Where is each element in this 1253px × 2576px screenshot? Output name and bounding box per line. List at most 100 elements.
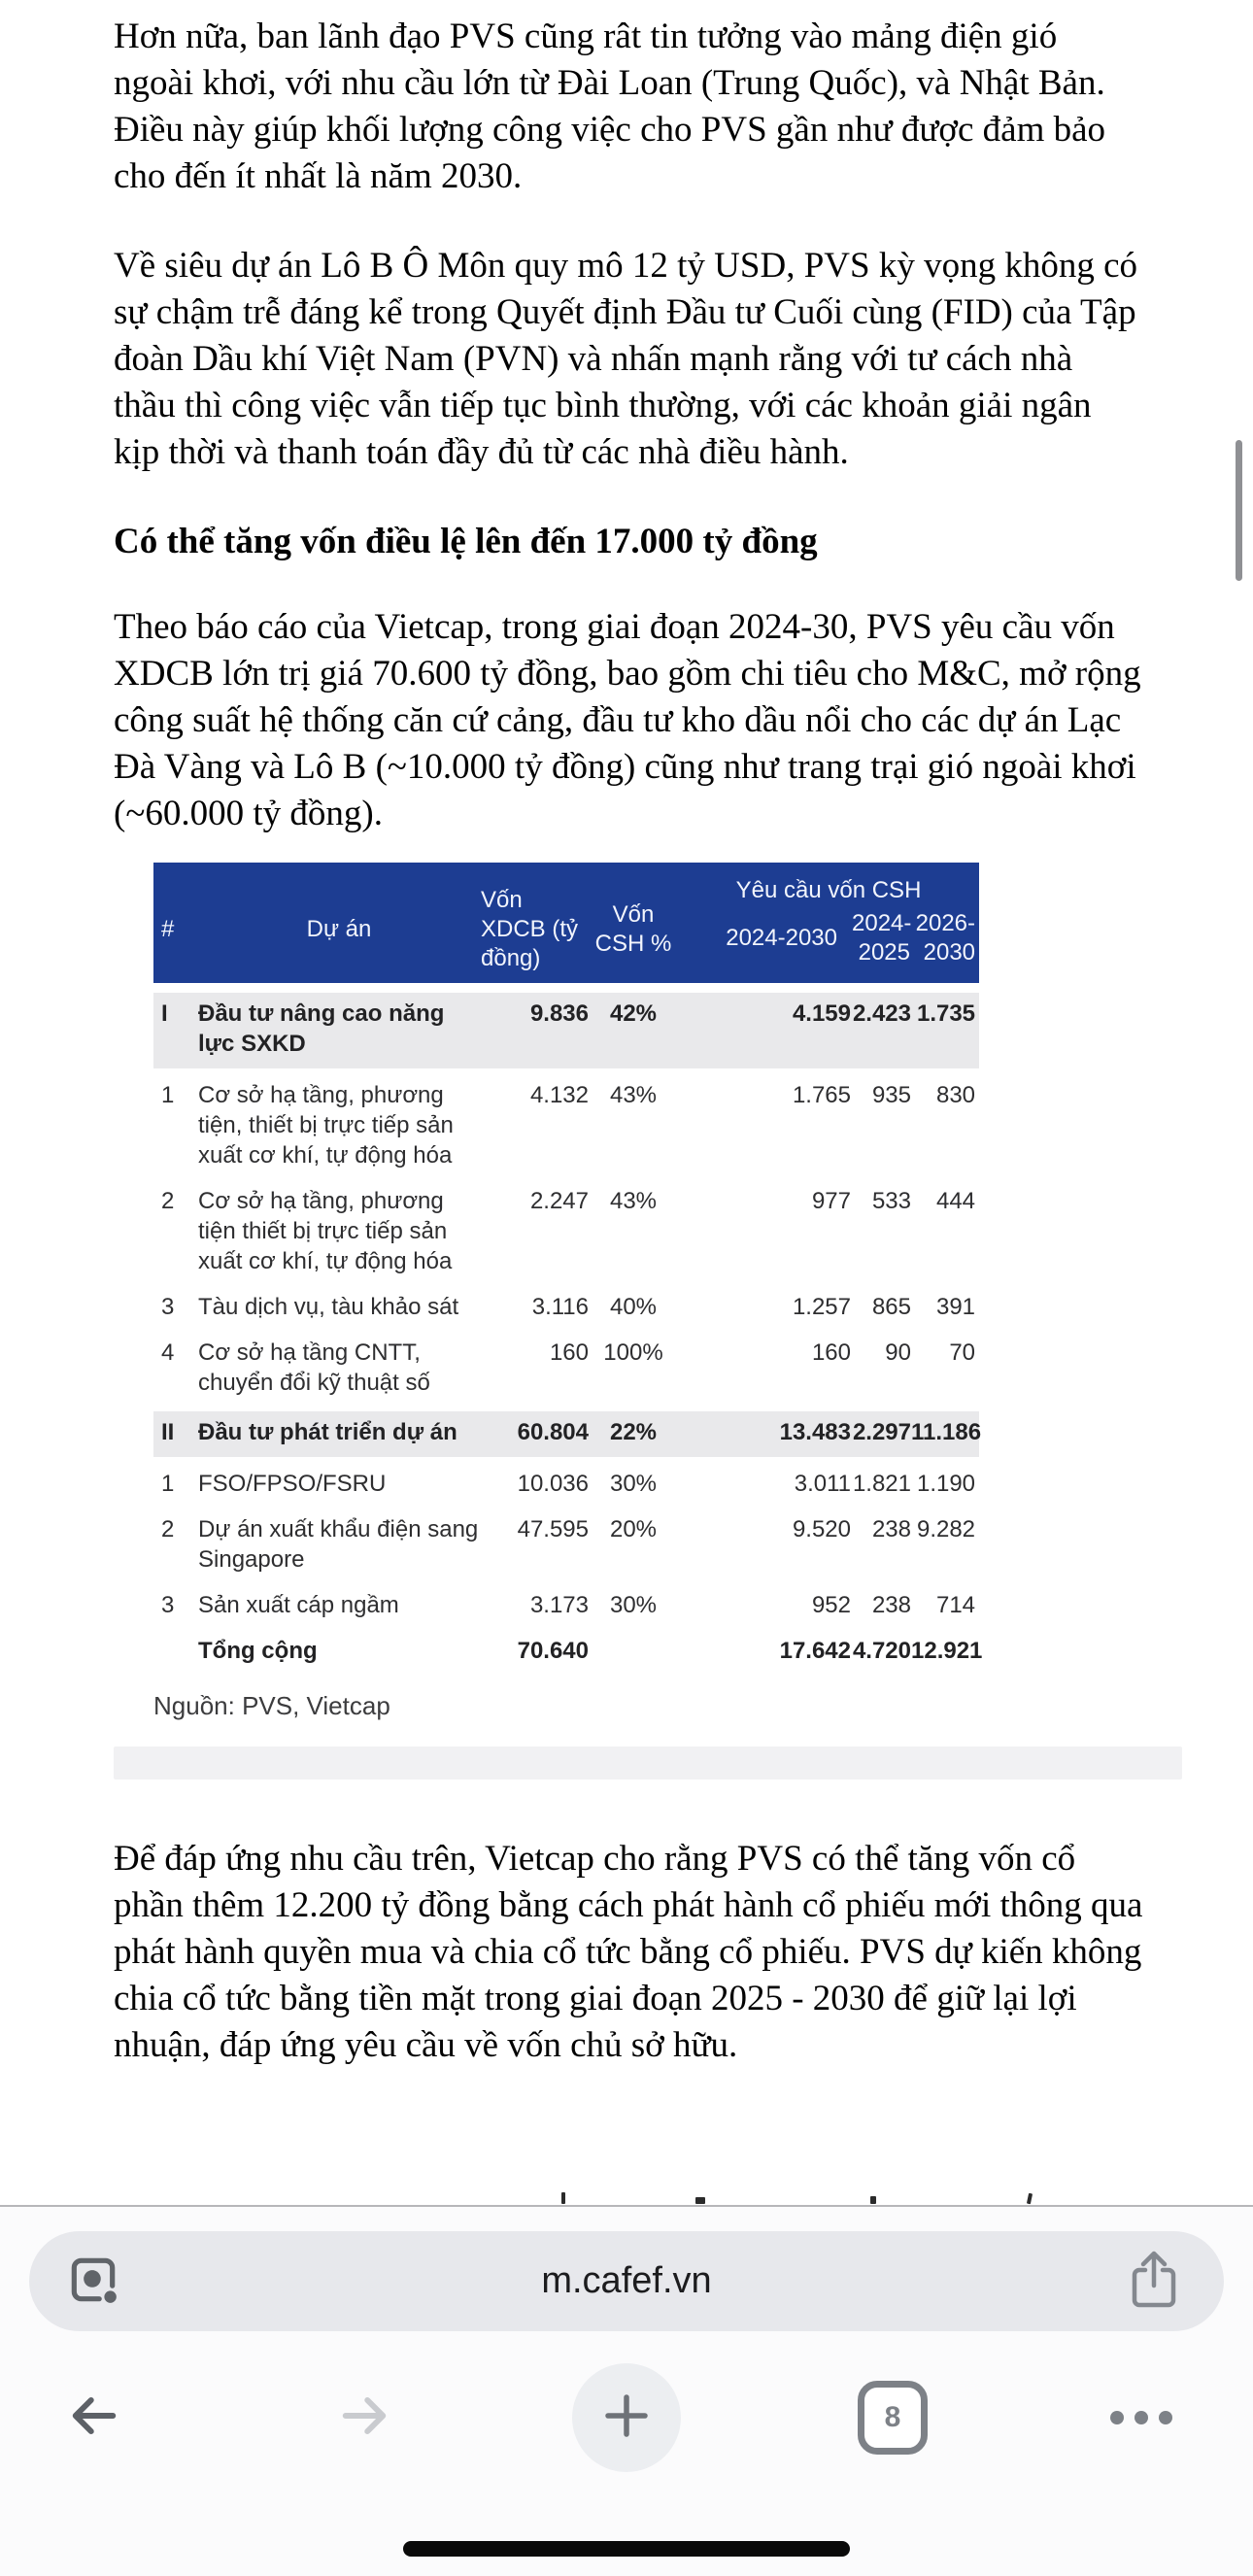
row-req-2024-2025: 238: [851, 1503, 911, 1584]
row-capex-value: 160: [480, 1326, 589, 1407]
row-req-2026-2030: 1.735: [911, 983, 980, 1074]
row-index: 1: [153, 1457, 198, 1508]
clipped-text-mark: [870, 2196, 876, 2204]
new-tab-button[interactable]: [566, 2357, 687, 2478]
table-row: Tổng cộng 70.640 17.642 4.720 12.921: [153, 1624, 982, 1670]
article-content: Hơn nữa, ban lãnh đạo PVS cũng rât tin t…: [114, 17, 1182, 2065]
share-button[interactable]: [1126, 2249, 1182, 2315]
col-header-project: Dự án: [198, 863, 480, 988]
row-project-name: FSO/FPSO/FSRU: [198, 1457, 480, 1508]
row-req-2024-2030: 4.159: [678, 983, 851, 1074]
col-header-equity-pct: Vốn CSH %: [589, 863, 678, 988]
row-index: 1: [153, 1068, 198, 1180]
col-header-2024-2025: 2024-2025: [851, 906, 911, 988]
row-req-2024-2025: 865: [851, 1280, 911, 1332]
table-row: II Đầu tư phát triển dự án 60.804 22% 13…: [153, 1402, 981, 1463]
row-req-2024-2025: 533: [851, 1174, 911, 1286]
row-index: 3: [153, 1578, 198, 1630]
row-project-name: Cơ sở hạ tầng, phương tiện thiết bị trực…: [198, 1174, 480, 1286]
row-index: II: [153, 1402, 198, 1463]
plus-circle: [572, 2363, 681, 2472]
row-req-2026-2030: 12.921: [911, 1624, 982, 1670]
row-req-2024-2030: 952: [678, 1578, 851, 1630]
share-icon: [1128, 2249, 1180, 2316]
col-header-equity-requirement: Yêu cầu vốn CSH: [678, 863, 980, 906]
row-req-2024-2030: 160: [678, 1326, 851, 1407]
row-equity-pct: 40%: [589, 1280, 678, 1332]
col-header-index: #: [153, 863, 198, 988]
col-header-2024-2030: 2024-2030: [678, 906, 851, 988]
row-req-2024-2030: 1.765: [678, 1068, 851, 1180]
row-project-name: Đầu tư phát triển dự án: [198, 1402, 480, 1463]
home-indicator[interactable]: [403, 2541, 850, 2557]
row-req-2024-2025: 2.423: [851, 983, 911, 1074]
capex-table: # Dự án Vốn XDCB (tỷ đồng) Vốn CSH % Yêu…: [153, 863, 982, 1670]
row-equity-pct: 43%: [589, 1068, 678, 1180]
row-capex-value: 3.116: [480, 1280, 589, 1332]
tabs-button[interactable]: 8: [832, 2357, 953, 2478]
back-arrow-icon: [65, 2387, 123, 2450]
row-req-2024-2025: 935: [851, 1068, 911, 1180]
more-menu-button[interactable]: [1081, 2357, 1202, 2478]
forward-button[interactable]: [304, 2357, 424, 2478]
row-capex-value: 2.247: [480, 1174, 589, 1286]
capex-table-header: # Dự án Vốn XDCB (tỷ đồng) Vốn CSH % Yêu…: [153, 863, 980, 988]
row-index: 3: [153, 1280, 198, 1332]
row-req-2026-2030: 9.282: [911, 1503, 980, 1584]
row-equity-pct: 20%: [589, 1503, 678, 1584]
row-req-2026-2030: 444: [911, 1174, 980, 1286]
lens-button[interactable]: [65, 2254, 121, 2310]
clipped-text-mark: [695, 2197, 705, 2204]
back-button[interactable]: [34, 2357, 154, 2478]
table-source-note: Nguồn: PVS, Vietcap: [153, 1691, 390, 1720]
lens-icon: [65, 2252, 121, 2313]
row-index: I: [153, 983, 198, 1074]
table-row: 4 Cơ sở hạ tầng CNTT, chuyển đổi kỹ thuậ…: [153, 1326, 980, 1407]
row-req-2026-2030: 714: [911, 1578, 980, 1630]
table-row: 1 FSO/FPSO/FSRU 10.036 30% 3.011 1.821 1…: [153, 1457, 980, 1508]
row-capex-value: 3.173: [480, 1578, 589, 1630]
row-project-name: Cơ sở hạ tầng CNTT, chuyển đổi kỹ thuật …: [198, 1326, 480, 1407]
separator-bar: [114, 1746, 1182, 1779]
row-req-2024-2025: 90: [851, 1326, 911, 1407]
row-capex-value: 10.036: [480, 1457, 589, 1508]
row-req-2026-2030: 11.186: [911, 1402, 981, 1463]
row-req-2024-2030: 17.642: [678, 1624, 851, 1670]
row-req-2026-2030: 391: [911, 1280, 980, 1332]
row-equity-pct: 22%: [589, 1402, 678, 1463]
row-req-2026-2030: 1.190: [911, 1457, 980, 1508]
paragraph-3: Theo báo cáo của Vietcap, trong giai đoạ…: [114, 607, 1141, 833]
row-project-name: Tổng cộng: [198, 1624, 480, 1670]
forward-arrow-icon: [335, 2387, 393, 2450]
table-row: 3 Sản xuất cáp ngầm 3.173 30% 952 238 71…: [153, 1578, 980, 1630]
table-row: 1 Cơ sở hạ tầng, phương tiện, thiết bị t…: [153, 1068, 980, 1180]
row-equity-pct: 30%: [589, 1578, 678, 1630]
row-equity-pct: 43%: [589, 1174, 678, 1286]
row-req-2024-2025: 238: [851, 1578, 911, 1630]
row-equity-pct: 30%: [589, 1457, 678, 1508]
address-bar[interactable]: m.cafef.vn: [29, 2231, 1224, 2331]
paragraph-4: Để đáp ứng nhu cầu trên, Vietcap cho rằn…: [114, 1839, 1143, 2065]
row-req-2026-2030: 70: [911, 1326, 980, 1407]
col-header-capex: Vốn XDCB (tỷ đồng): [480, 863, 589, 988]
browser-bottom-chrome: m.cafef.vn: [0, 2205, 1253, 2576]
row-equity-pct: 42%: [589, 983, 678, 1074]
row-capex-value: 4.132: [480, 1068, 589, 1180]
row-index: [153, 1624, 198, 1670]
row-capex-value: 60.804: [480, 1402, 589, 1463]
ellipsis-icon: [1110, 2411, 1172, 2424]
row-req-2024-2025: 1.821: [851, 1457, 911, 1508]
capex-table-body: I Đầu tư nâng cao năng lực SXKD 9.836 42…: [153, 983, 982, 1670]
row-req-2024-2030: 977: [678, 1174, 851, 1286]
row-equity-pct: 100%: [589, 1326, 678, 1407]
scrollbar-thumb[interactable]: [1236, 440, 1242, 581]
row-index: 2: [153, 1503, 198, 1584]
row-index: 2: [153, 1174, 198, 1286]
paragraph-2: Về siêu dự án Lô B Ô Môn quy mô 12 tỷ US…: [114, 246, 1137, 472]
row-req-2026-2030: 830: [911, 1068, 980, 1180]
url-label: m.cafef.vn: [541, 2260, 712, 2301]
row-req-2024-2030: 9.520: [678, 1503, 851, 1584]
row-project-name: Sản xuất cáp ngầm: [198, 1578, 480, 1630]
row-project-name: Tàu dịch vụ, tàu khảo sát: [198, 1280, 480, 1332]
